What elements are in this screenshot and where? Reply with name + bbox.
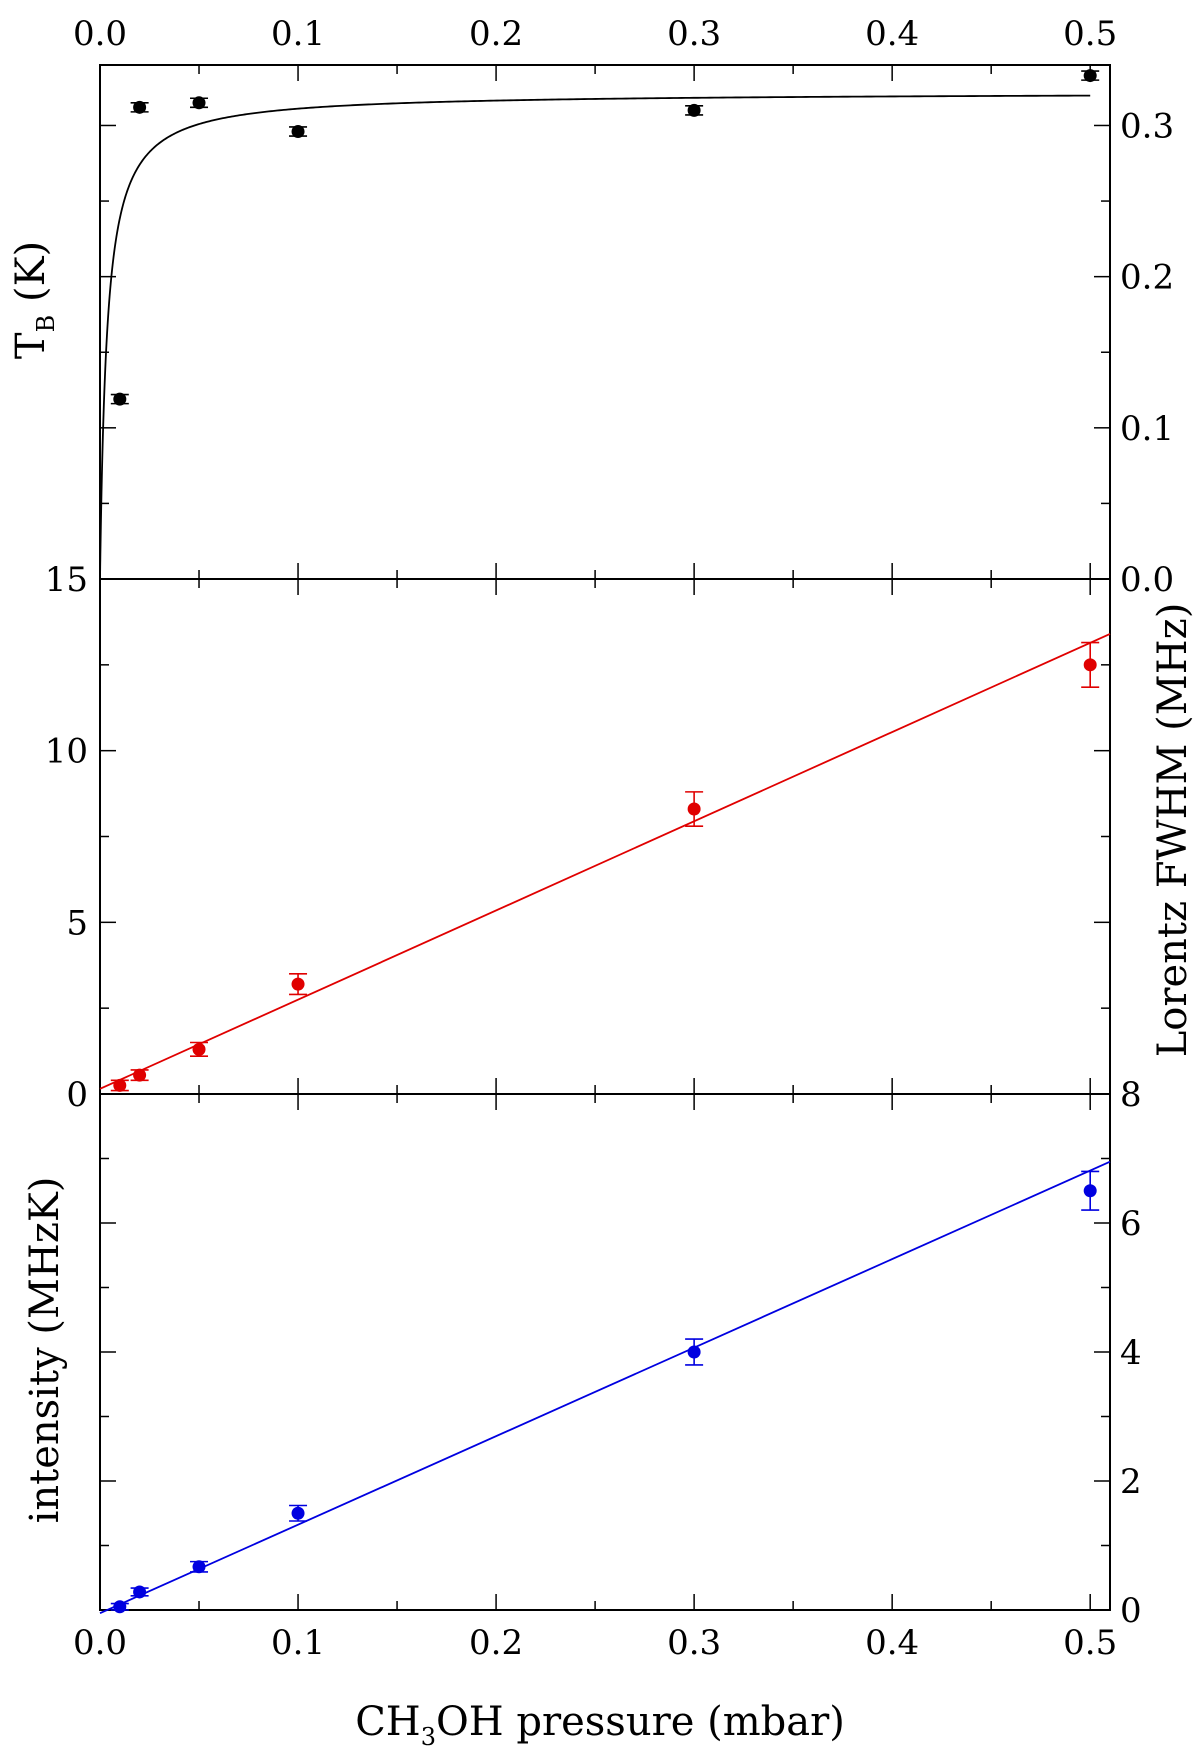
top-y-tick-label: 0.2 [1120,258,1174,298]
top-fit-line [99,94,1091,579]
middle-panel-ylabel: Lorentz FWHM (MHz) [1150,603,1196,1058]
bottom-y-tick-label: 0 [1120,1591,1142,1631]
middle-y-tick-label: 10 [45,732,88,772]
bottom-panel-ylabel: intensity (MHzK) [22,1177,68,1524]
bottom-data-point [687,1345,701,1359]
middle-panel [99,578,1111,1095]
x-tick-label: 0.2 [469,1623,523,1663]
bottom-data-point [192,1560,206,1574]
top-x-tick-label: 0.0 [73,14,127,54]
middle-data-point [687,802,701,816]
middle-data-point [192,1042,206,1056]
middle-y-tick-label: 15 [45,560,88,600]
top-data-point [192,96,206,110]
bottom-data-point [113,1600,127,1614]
x-axis-title: CH3OH pressure (mbar) [355,1699,845,1751]
bottom-y-tick-label: 6 [1120,1204,1142,1244]
x-tick-label: 0.4 [865,1623,919,1663]
top-x-tick-label: 0.2 [469,14,523,54]
bottom-data-point [1083,1184,1097,1198]
middle-fit-line [99,633,1111,1090]
x-tick-label: 0.1 [271,1623,325,1663]
top-x-tick-label: 0.3 [667,14,721,54]
x-tick-label: 0.0 [73,1623,127,1663]
middle-data-point [1083,658,1097,672]
top-x-tick-label: 0.1 [271,14,325,54]
bottom-data-point [291,1506,305,1520]
middle-y-tick-label: 0 [66,1075,88,1115]
top-y-tick-label: 0.1 [1120,409,1174,449]
top-frame [99,64,1111,580]
panels: 0.0 0.1 0.2 0.3 0.4 0.5 0.0 0.1 0.2 0.3 0 5 10 15 0.0 0… [45,14,1174,1663]
bottom-y-tick-label: 4 [1120,1333,1142,1373]
x-tick-label: 0.3 [667,1623,721,1663]
top-data-point [291,125,305,139]
top-data-point [1083,69,1097,83]
middle-y-tick-label: 5 [66,903,88,943]
top-x-tick-label: 0.5 [1063,14,1117,54]
middle-data-point [133,1068,147,1082]
middle-frame [99,578,1111,1095]
top-y-tick-label: 0.3 [1120,106,1174,146]
middle-data-point [113,1078,127,1092]
top-panel [99,64,1111,580]
top-panel-ylabel: TB (K) [8,241,60,359]
top-y-tick-label: 0.0 [1120,560,1174,600]
bottom-y-tick-label: 8 [1120,1075,1142,1115]
bottom-data-point [133,1585,147,1599]
top-data-point [113,392,127,406]
top-data-point [133,100,147,114]
bottom-y-tick-label: 2 [1120,1462,1142,1502]
bottom-panel [99,1093,1111,1615]
bottom-fit-line [99,1160,1111,1615]
bottom-frame [99,1093,1111,1611]
middle-data-point [291,977,305,991]
top-x-tick-label: 0.4 [865,14,919,54]
top-data-point [687,103,701,117]
x-tick-label: 0.5 [1063,1623,1117,1663]
